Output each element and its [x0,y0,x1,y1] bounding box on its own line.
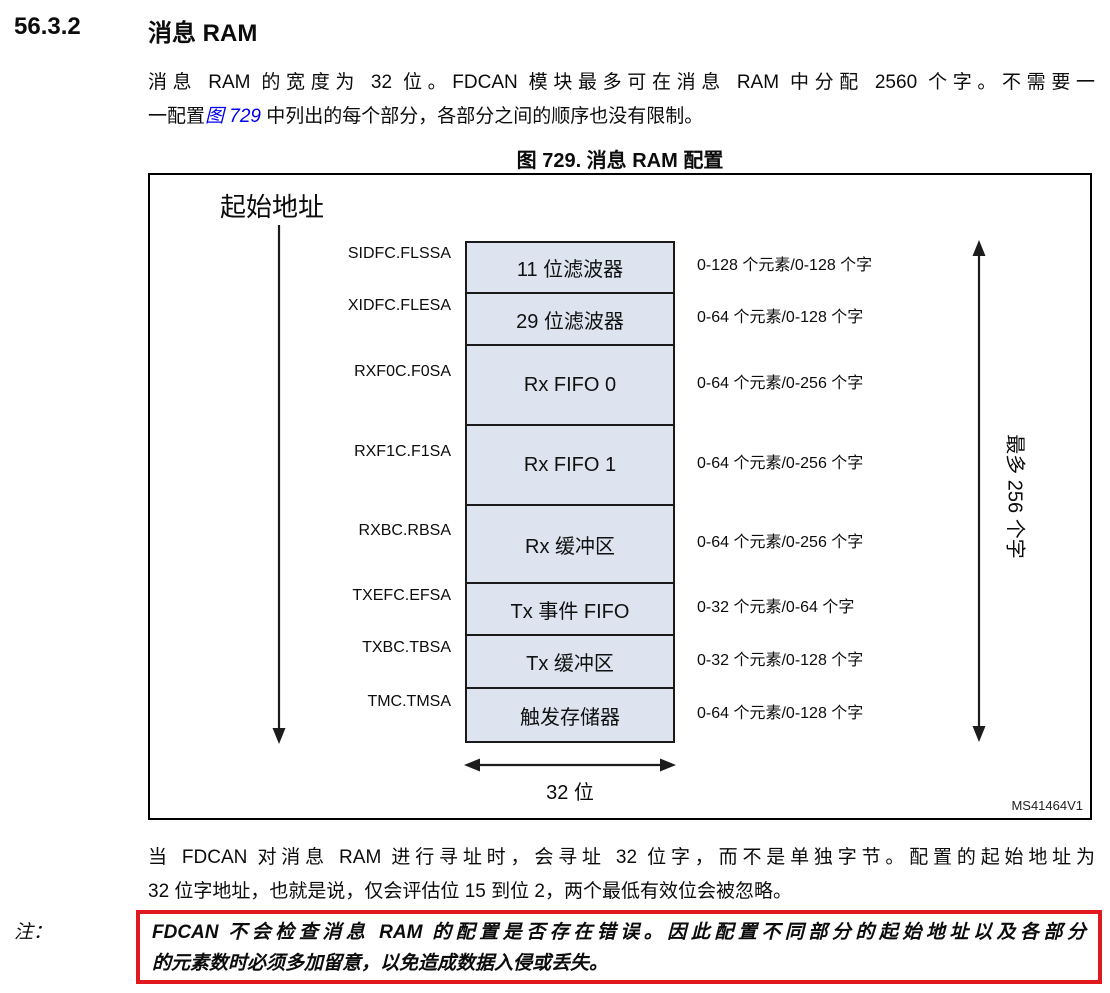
range-label-rx-fifo-0: 0-64 个元素/0-256 个字 [697,375,864,392]
register-label-rxf1c-f1sa: RXF1C.F1SA [354,443,451,460]
figure-729-message-ram-configuration: 起始地址 SIDFC.FLSSA XIDFC.FLESA RXF0C.F0SA … [148,173,1092,820]
intro-line-1: 消息 RAM 的宽度为 32 位。FDCAN 模块最多可在消息 RAM 中分配 … [148,72,1095,93]
note-line-2: 的元素数时必须多加留意，以免造成数据入侵或丢失。 [152,953,609,974]
range-label-11-bit-filter: 0-128 个元素/0-128 个字 [697,257,873,274]
block-trigger-memory: 触发存储器 [465,687,675,743]
register-label-xidfc-flesa: XIDFC.FLESA [347,297,451,314]
block-rx-buffer: Rx 缓冲区 [465,504,675,584]
max-words-double-arrow [972,240,986,742]
register-label-rxbc-rbsa: RXBC.RBSA [358,522,451,539]
start-address-down-arrow [272,225,286,744]
section-title: 消息 RAM [148,20,258,47]
width-double-arrow [464,758,676,772]
intro-line-2-pre: 一配置 [148,106,206,127]
register-label-txbc-tbsa: TXBC.TBSA [362,639,451,656]
range-label-tx-buffer: 0-32 个元素/0-128 个字 [697,652,864,669]
block-rx-fifo-0: Rx FIFO 0 [465,344,675,426]
range-label-29-bit-filter: 0-64 个元素/0-128 个字 [697,309,864,326]
register-label-txefc-efsa: TXEFC.EFSA [352,587,451,604]
note-warning-box: FDCAN 不会检查消息 RAM 的配置是否存在错误。因此配置不同部分的起始地址… [136,910,1102,984]
figure-arrows [272,225,986,772]
figure-729-link[interactable]: 图 729 [205,106,261,127]
addressing-line-1: 当 FDCAN 对消息 RAM 进行寻址时，会寻址 32 位字，而不是单独字节。… [148,847,1095,868]
register-label-tmc-tmsa: TMC.TMSA [367,693,451,710]
intro-paragraph: 消息 RAM 的宽度为 32 位。FDCAN 模块最多可在消息 RAM 中分配 … [148,66,1095,134]
range-label-rx-buffer: 0-64 个元素/0-256 个字 [697,534,864,551]
intro-line-2-post: 中列出的每个部分，各部分之间的顺序也没有限制。 [261,106,704,127]
width-32-bit-label: 32 位 [546,782,594,804]
block-rx-fifo-1: Rx FIFO 1 [465,424,675,506]
max-256-words-label: 最多 256 个字 [1003,434,1026,559]
range-label-trigger-memory: 0-64 个元素/0-128 个字 [697,705,864,722]
range-label-rx-fifo-1: 0-64 个元素/0-256 个字 [697,455,864,472]
note-line-1: FDCAN 不会检查消息 RAM 的配置是否存在错误。因此配置不同部分的起始地址… [152,922,1086,943]
block-29-bit-filter: 29 位滤波器 [465,292,675,346]
range-label-tx-event-fifo: 0-32 个元素/0-64 个字 [697,599,855,616]
figure-title: 图 729. 消息 RAM 配置 [516,150,724,172]
register-label-sidfc-flssa: SIDFC.FLSSA [347,245,451,262]
addressing-paragraph: 当 FDCAN 对消息 RAM 进行寻址时，会寻址 32 位字，而不是单独字节。… [148,841,1095,909]
note-label: 注： [14,922,53,943]
section-number: 56.3.2 [14,13,81,40]
block-tx-buffer: Tx 缓冲区 [465,634,675,689]
block-11-bit-filter: 11 位滤波器 [465,241,675,294]
start-address-label: 起始地址 [220,193,325,222]
message-ram-block-column: 11 位滤波器 29 位滤波器 Rx FIFO 0 Rx FIFO 1 Rx 缓… [465,241,675,743]
figure-watermark: MS41464V1 [1011,798,1083,813]
intro-line-2: 一配置图 729 中列出的每个部分，各部分之间的顺序也没有限制。 [148,100,1095,134]
register-label-rxf0c-f0sa: RXF0C.F0SA [354,363,451,380]
addressing-line-2: 32 位字地址，也就是说，仅会评估位 15 到位 2，两个最低有效位会被忽略。 [148,881,792,902]
block-tx-event-fifo: Tx 事件 FIFO [465,582,675,636]
